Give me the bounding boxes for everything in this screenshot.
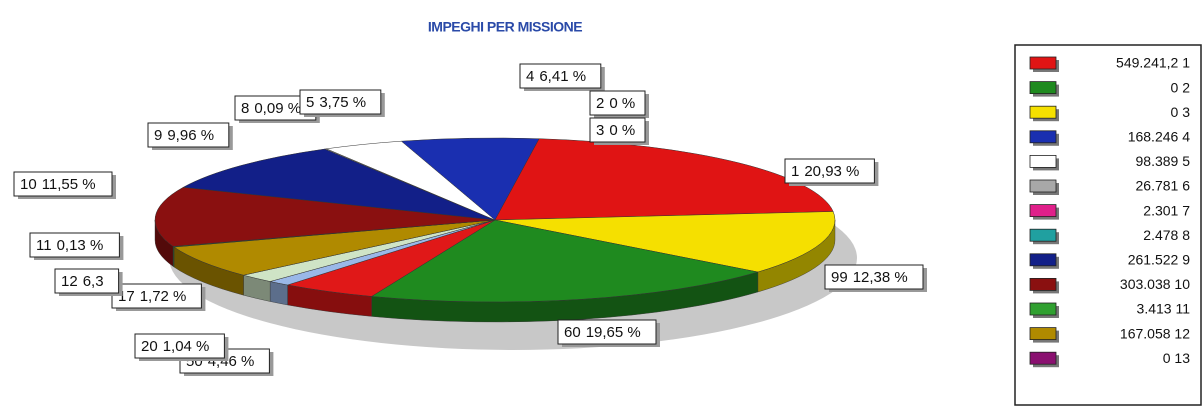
data-label: 4 6,41 % <box>526 68 586 85</box>
label-category: 99 <box>831 269 848 286</box>
label-category: 5 <box>306 94 314 111</box>
label-value: 6,3 <box>83 273 104 290</box>
label-category: 4 <box>526 68 534 85</box>
legend-label: 168.246 4 <box>1128 129 1190 145</box>
legend-label: 3.413 11 <box>1137 301 1191 317</box>
label-value: 11,55 % <box>42 176 96 193</box>
data-label: 60 19,65 % <box>564 324 641 341</box>
legend-label: 0 2 <box>1171 79 1191 95</box>
label-value: 12,38 % <box>853 269 908 286</box>
legend-swatch <box>1029 351 1057 365</box>
legend-swatch <box>1029 327 1057 341</box>
slice <box>173 219 496 276</box>
slice <box>494 211 836 273</box>
label-value: 0,13 % <box>57 237 104 254</box>
label-box <box>784 158 875 184</box>
legend-swatch <box>1029 228 1057 242</box>
label-box <box>54 268 120 294</box>
label-value: 0 % <box>609 122 635 139</box>
legend-label: 303.038 10 <box>1120 276 1190 292</box>
label-category: 10 <box>20 176 37 193</box>
legend-label: 26.781 6 <box>1136 178 1191 194</box>
legend-swatch <box>1029 302 1057 316</box>
label-category: 11 <box>36 237 52 254</box>
legend-swatch <box>1029 81 1057 94</box>
data-label: 9 9,96 % <box>154 127 214 144</box>
legend-swatch <box>1029 105 1057 119</box>
label-box <box>824 264 924 290</box>
label-category: 2 <box>596 95 604 112</box>
slice-side <box>269 281 288 306</box>
label-box <box>13 171 113 197</box>
label-value: 20,93 % <box>804 163 859 180</box>
slice <box>182 148 496 221</box>
label-box <box>111 283 202 309</box>
label-box <box>519 63 602 89</box>
legend-swatch <box>1029 277 1057 291</box>
legend-label: 98.389 5 <box>1136 153 1191 169</box>
label-category: 8 <box>241 100 249 117</box>
data-label: 1 20,93 % <box>791 163 859 180</box>
legend-swatch <box>1029 56 1057 70</box>
data-label: 20 1,04 % <box>141 338 209 355</box>
legend-swatch <box>1029 204 1057 218</box>
label-value: 3,75 % <box>319 94 366 111</box>
data-label: 2 0 % <box>596 95 635 112</box>
legend-label: 0 3 <box>1171 104 1191 120</box>
data-label: 99 12,38 % <box>831 269 908 286</box>
legend-label: 0 13 <box>1163 350 1190 366</box>
slice <box>400 137 540 221</box>
data-label: 11 0,13 % <box>36 237 103 254</box>
label-category: 60 <box>564 324 581 341</box>
label-box <box>29 232 120 258</box>
label-category: 1 <box>791 163 799 180</box>
legend-label: 167.058 12 <box>1120 325 1190 341</box>
legend-label: 2.478 8 <box>1143 227 1190 243</box>
slice <box>494 138 834 221</box>
label-value: 9,96 % <box>167 127 214 144</box>
legend-label: 549.241,2 1 <box>1116 55 1190 71</box>
label-box <box>557 319 657 345</box>
data-label: 17 1,72 % <box>118 288 186 305</box>
label-value: 19,65 % <box>586 324 641 341</box>
label-box <box>299 89 382 115</box>
label-box <box>589 117 646 143</box>
legend-swatch <box>1029 154 1057 168</box>
label-category: 12 <box>61 273 78 290</box>
label-value: 1,04 % <box>163 338 210 355</box>
data-label: 12 6,3 <box>61 273 104 290</box>
legend-label: 261.522 9 <box>1128 252 1190 268</box>
label-category: 20 <box>141 338 158 355</box>
data-label: 8 0,09 % <box>241 100 301 117</box>
legend-box <box>1014 44 1202 406</box>
slice <box>154 187 496 247</box>
slice <box>370 219 758 303</box>
legend-swatch <box>1029 130 1057 144</box>
chart-title: IMPEGHI PER MISSIONE <box>428 19 582 35</box>
label-value: 0 % <box>609 95 635 112</box>
label-category: 9 <box>154 127 162 144</box>
data-label: 3 0 % <box>596 122 635 139</box>
data-label: 10 11,55 % <box>20 176 96 193</box>
legend-label: 2.301 7 <box>1143 202 1190 218</box>
label-value: 0,09 % <box>254 100 301 117</box>
label-category: 3 <box>596 122 604 139</box>
label-box <box>134 333 225 359</box>
label-box <box>147 122 230 148</box>
data-label: 5 3,75 % <box>306 94 366 111</box>
label-value: 6,41 % <box>539 68 586 85</box>
legend-swatch <box>1029 179 1057 193</box>
slice <box>325 140 496 221</box>
label-value: 1,72 % <box>140 288 187 305</box>
label-box <box>589 90 646 116</box>
legend-swatch <box>1029 253 1057 267</box>
